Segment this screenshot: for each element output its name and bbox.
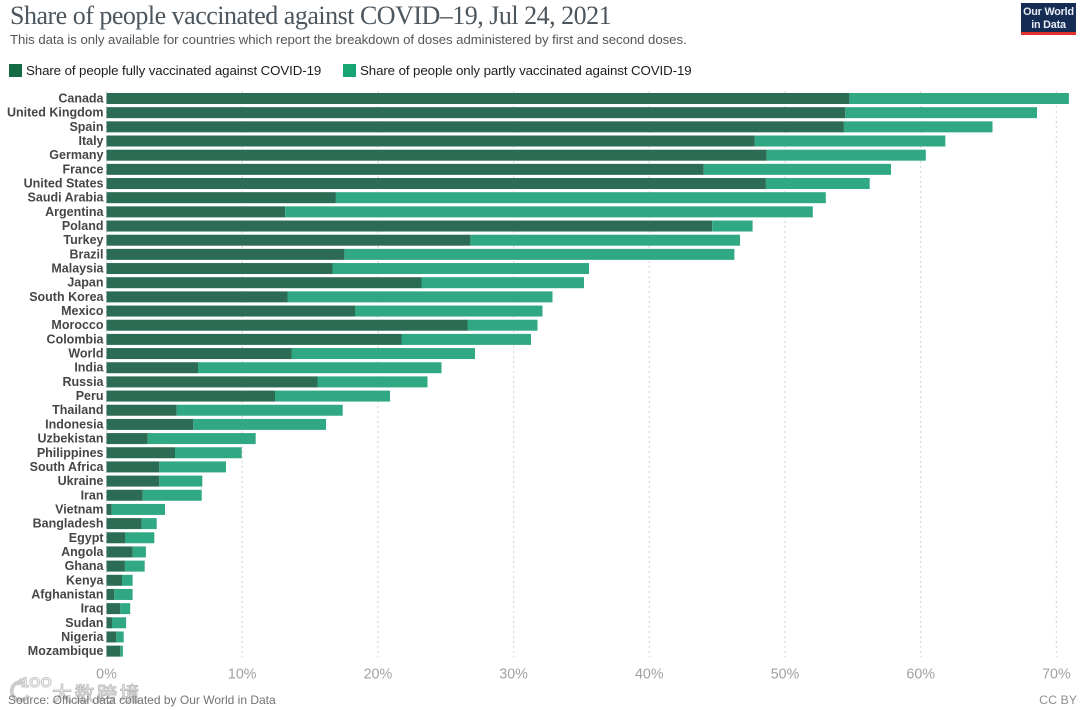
svg-text:France: France xyxy=(63,162,104,176)
svg-text:Mozambique: Mozambique xyxy=(28,644,104,658)
svg-text:50%: 50% xyxy=(771,667,800,683)
svg-text:0%: 0% xyxy=(96,667,117,683)
svg-text:United States: United States xyxy=(24,177,104,191)
svg-text:Thailand: Thailand xyxy=(52,403,103,417)
svg-text:Japan: Japan xyxy=(67,276,103,290)
svg-text:Uzbekistan: Uzbekistan xyxy=(38,432,104,446)
svg-text:Indonesia: Indonesia xyxy=(45,417,104,431)
svg-text:Colombia: Colombia xyxy=(47,332,105,346)
svg-text:Kenya: Kenya xyxy=(66,573,105,587)
svg-text:Philippines: Philippines xyxy=(37,446,104,460)
svg-text:Spain: Spain xyxy=(69,120,103,134)
svg-text:India: India xyxy=(74,361,104,375)
svg-text:60%: 60% xyxy=(906,667,935,683)
svg-text:Mexico: Mexico xyxy=(61,304,104,318)
svg-text:Nigeria: Nigeria xyxy=(61,630,104,644)
svg-text:70%: 70% xyxy=(1042,667,1071,683)
svg-text:Peru: Peru xyxy=(76,389,104,403)
svg-text:United Kingdom: United Kingdom xyxy=(7,106,104,120)
svg-text:Russia: Russia xyxy=(63,375,105,389)
svg-text:30%: 30% xyxy=(499,667,528,683)
svg-text:Afghanistan: Afghanistan xyxy=(31,587,103,601)
svg-text:Iran: Iran xyxy=(81,488,104,502)
svg-text:World: World xyxy=(68,347,103,361)
svg-text:Vietnam: Vietnam xyxy=(55,502,103,516)
svg-text:Egypt: Egypt xyxy=(69,531,105,545)
svg-text:Germany: Germany xyxy=(49,148,103,162)
svg-text:Angola: Angola xyxy=(61,545,104,559)
svg-text:Iraq: Iraq xyxy=(81,602,104,616)
svg-text:Ukraine: Ukraine xyxy=(58,474,104,488)
svg-text:Argentina: Argentina xyxy=(45,205,104,219)
svg-text:Italy: Italy xyxy=(78,134,103,148)
svg-text:Malaysia: Malaysia xyxy=(51,262,104,276)
svg-text:Morocco: Morocco xyxy=(51,318,103,332)
svg-text:40%: 40% xyxy=(635,667,664,683)
svg-text:Ghana: Ghana xyxy=(65,559,105,573)
svg-text:South Korea: South Korea xyxy=(29,290,104,304)
svg-text:Saudi Arabia: Saudi Arabia xyxy=(28,191,105,205)
svg-text:Poland: Poland xyxy=(62,219,104,233)
svg-text:20%: 20% xyxy=(364,667,393,683)
svg-text:Sudan: Sudan xyxy=(65,616,103,630)
svg-text:South Africa: South Africa xyxy=(30,460,105,474)
svg-text:10%: 10% xyxy=(228,667,257,683)
svg-text:Canada: Canada xyxy=(58,92,104,106)
svg-text:Bangladesh: Bangladesh xyxy=(33,517,104,531)
svg-text:Brazil: Brazil xyxy=(69,247,103,261)
svg-text:Turkey: Turkey xyxy=(63,233,103,247)
